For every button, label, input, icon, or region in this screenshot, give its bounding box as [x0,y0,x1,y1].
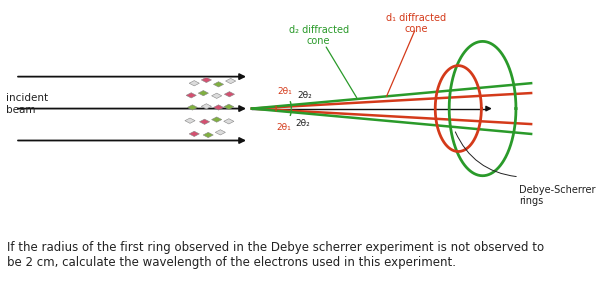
Text: 2θ₂: 2θ₂ [296,119,310,128]
Polygon shape [215,130,225,135]
Polygon shape [186,93,196,98]
Text: d₂ diffracted
cone: d₂ diffracted cone [288,25,349,47]
Polygon shape [203,132,213,138]
Polygon shape [212,117,222,122]
Polygon shape [212,93,222,98]
Polygon shape [224,119,234,124]
Polygon shape [188,105,197,110]
Polygon shape [202,77,211,83]
Polygon shape [189,131,199,136]
Polygon shape [224,104,234,110]
Text: 2θ₂: 2θ₂ [297,91,312,100]
Polygon shape [214,82,223,87]
Polygon shape [226,78,236,84]
Text: Debye-Scherrer
rings: Debye-Scherrer rings [519,184,595,206]
Polygon shape [225,92,234,97]
Polygon shape [202,104,211,109]
Text: incident
beam: incident beam [6,93,48,115]
Polygon shape [185,118,195,123]
Polygon shape [200,119,209,124]
Polygon shape [214,105,223,110]
Polygon shape [198,90,208,96]
Text: 2θ₁: 2θ₁ [277,88,292,96]
Polygon shape [189,81,199,86]
Text: If the radius of the first ring observed in the Debye scherrer experiment is not: If the radius of the first ring observed… [7,241,544,269]
Text: 2θ₁: 2θ₁ [276,123,291,132]
Text: d₁ diffracted
cone: d₁ diffracted cone [385,13,446,34]
